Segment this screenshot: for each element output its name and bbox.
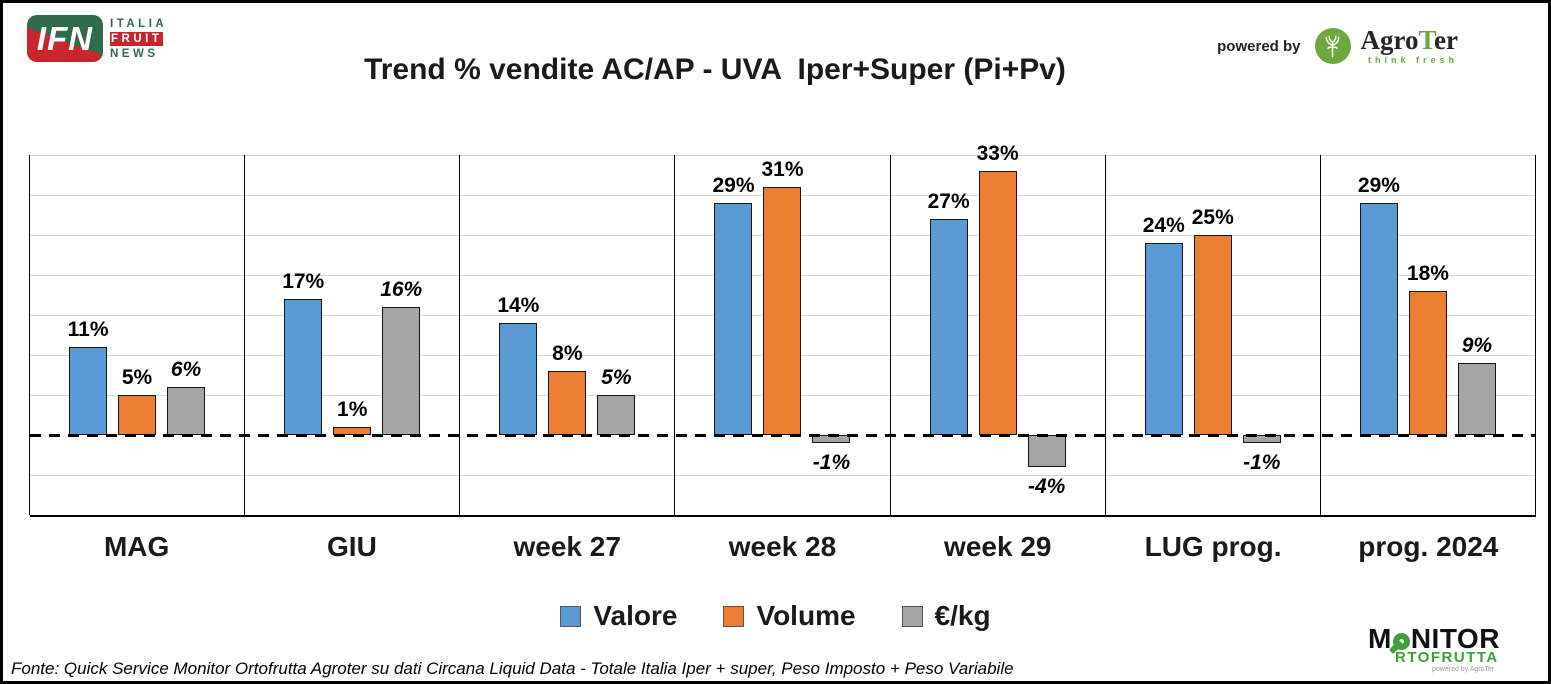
powered-by-block: powered by AgroTer think fresh bbox=[1217, 25, 1459, 66]
category-panel: 17% 1% 16% bbox=[245, 155, 461, 515]
powered-by-label: powered by bbox=[1217, 37, 1301, 55]
value-label: 5% bbox=[121, 366, 153, 389]
monitor-powered-by: powered by AgroTer bbox=[1432, 666, 1495, 673]
value-label: 18% bbox=[1406, 262, 1449, 285]
ifn-logo-icon: IFN bbox=[27, 15, 103, 62]
bar--kg bbox=[167, 387, 206, 435]
zero-baseline bbox=[30, 434, 1536, 437]
bar-valore bbox=[1144, 243, 1183, 435]
gridline bbox=[30, 155, 1536, 156]
agroter-wordmark: AgroTer think fresh bbox=[1360, 25, 1459, 66]
value-label: 14% bbox=[497, 294, 540, 317]
value-label: 29% bbox=[1357, 174, 1400, 197]
legend-label: €/kg bbox=[934, 600, 991, 631]
value-label: 27% bbox=[927, 190, 970, 213]
value-label: 24% bbox=[1142, 214, 1185, 237]
ifn-abbr: IFN bbox=[36, 19, 94, 57]
bar-valore bbox=[714, 203, 753, 435]
category-label: prog. 2024 bbox=[1358, 531, 1499, 562]
bar-valore bbox=[929, 219, 968, 435]
value-label: 8% bbox=[552, 342, 583, 365]
category-panel: 29% 31% -1% bbox=[675, 155, 891, 515]
bar--kg bbox=[597, 395, 636, 435]
monitor-nitor: NITOR bbox=[1410, 623, 1500, 654]
monitor-m: M bbox=[1368, 623, 1392, 654]
value-label: 25% bbox=[1191, 206, 1234, 229]
agroter-name: AgroTer bbox=[1360, 25, 1459, 55]
source-note: Fonte: Quick Service Monitor Ortofrutta … bbox=[11, 659, 1014, 678]
plot-area: 11% 5% 6% 17% 1% 16% 14% 8% 5% 29% 31% -1% 27% 33% -4%… bbox=[29, 143, 1536, 517]
category-label: week 29 bbox=[944, 531, 1052, 562]
legend-item: Valore bbox=[560, 600, 677, 632]
monitor-wordmark: M NITOR bbox=[1368, 623, 1538, 654]
legend-item: Volume bbox=[723, 600, 856, 632]
value-label: 17% bbox=[282, 270, 325, 293]
gridline bbox=[30, 515, 1536, 517]
category-label: LUG prog. bbox=[1144, 531, 1282, 562]
agroter-tree-icon bbox=[1314, 28, 1351, 64]
ifn-logo: IFN ITALIA FRUIT NEWS bbox=[27, 15, 167, 62]
bar-volume bbox=[978, 171, 1017, 435]
legend-label: Volume bbox=[756, 600, 856, 631]
value-label: 5% bbox=[601, 366, 632, 389]
bar-volume bbox=[1408, 291, 1447, 435]
ifn-italia: ITALIA bbox=[110, 18, 168, 30]
bar-volume bbox=[763, 187, 802, 435]
value-label: 33% bbox=[976, 142, 1019, 165]
bar--kg bbox=[1027, 435, 1066, 467]
legend: Valore Volume €/kg bbox=[3, 600, 1548, 632]
bar-valore bbox=[1359, 203, 1398, 435]
gridline bbox=[30, 475, 1536, 476]
ifn-news: NEWS bbox=[110, 48, 159, 60]
monitor-ortofrutta-logo: M NITOR RTOFRUTTA powered by AgroTer bbox=[1368, 623, 1538, 674]
value-label: 16% bbox=[380, 278, 423, 301]
category-axis: MAG GIU week 27 week 28 week 29 LUG prog. prog… bbox=[29, 531, 1536, 563]
category-label: week 28 bbox=[728, 531, 837, 562]
value-label: 6% bbox=[170, 358, 202, 381]
bar-volume bbox=[118, 395, 157, 435]
legend-item: €/kg bbox=[901, 600, 991, 632]
value-label: -4% bbox=[1027, 475, 1066, 498]
value-label: 11% bbox=[67, 318, 109, 341]
value-label: 31% bbox=[761, 158, 804, 181]
bar-valore bbox=[69, 347, 108, 435]
category-panel: 29% 18% 9% bbox=[1321, 155, 1536, 515]
bar-valore bbox=[499, 323, 538, 435]
bar-valore bbox=[284, 299, 323, 435]
category-panel: 24% 25% -1% bbox=[1106, 155, 1321, 515]
legend-swatch bbox=[560, 605, 582, 627]
bar-volume bbox=[548, 371, 587, 435]
value-label: -1% bbox=[1243, 451, 1281, 474]
magnifier-icon bbox=[1388, 632, 1410, 654]
agroter-tagline: think fresh bbox=[1367, 55, 1458, 65]
bar-volume bbox=[1193, 235, 1232, 435]
legend-swatch bbox=[723, 605, 745, 627]
category-panel: 14% 8% 5% bbox=[460, 155, 676, 515]
legend-swatch bbox=[901, 605, 923, 627]
value-label: -1% bbox=[812, 451, 851, 474]
category-label: week 27 bbox=[513, 531, 621, 562]
value-label: 9% bbox=[1461, 334, 1493, 357]
page-title: Trend % vendite AC/AP - UVA Iper+Super (… bbox=[364, 53, 1066, 86]
category-panel: 27% 33% -4% bbox=[891, 143, 1106, 515]
ifn-fruit: FRUIT bbox=[110, 32, 164, 46]
ifn-logo-text: ITALIA FRUIT NEWS bbox=[110, 15, 167, 61]
value-label: 1% bbox=[337, 398, 368, 421]
panels: 11% 5% 6% 17% 1% 16% 14% 8% 5% 29% 31% -1% 27% 33% -4%… bbox=[30, 143, 1536, 515]
bar--kg bbox=[1457, 363, 1496, 435]
category-panel: 11% 5% 6% bbox=[30, 155, 246, 515]
category-label: GIU bbox=[327, 531, 377, 562]
value-label: 29% bbox=[712, 174, 755, 197]
category-label: MAG bbox=[103, 531, 170, 562]
bar--kg bbox=[382, 307, 421, 435]
ortofrutta-wordmark: RTOFRUTTA bbox=[1395, 649, 1499, 666]
legend-label: Valore bbox=[593, 600, 678, 631]
